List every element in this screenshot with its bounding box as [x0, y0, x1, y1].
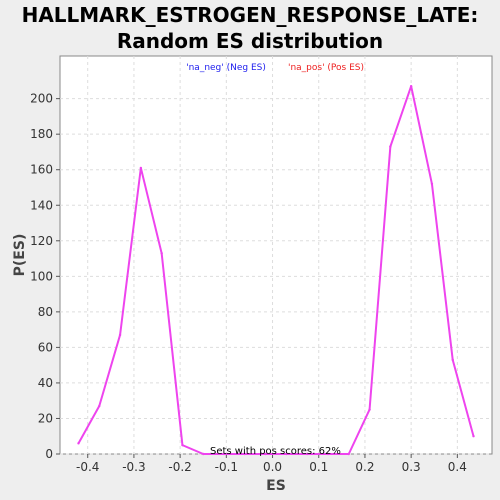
legend: 'na_neg' (Neg ES) 'na_pos' (Pos ES) [186, 63, 364, 73]
data-point [77, 442, 80, 445]
grid [60, 56, 492, 455]
x-tick-label: -0.4 [76, 460, 99, 474]
y-tick-label: 60 [38, 340, 53, 354]
y-tick-label: 160 [30, 163, 53, 177]
x-tick-label: 0.4 [448, 460, 467, 474]
x-axis-title: ES [266, 478, 286, 494]
legend-entry: 'na_pos' (Pos ES) [288, 63, 364, 73]
y-tick-label: 100 [30, 269, 53, 283]
es-distribution-line [77, 85, 475, 455]
x-tick-label: 0.2 [355, 460, 374, 474]
y-tick-label: 120 [30, 234, 53, 248]
data-point [347, 452, 350, 456]
y-axis-title: P(ES) [12, 234, 28, 277]
x-tick-label: -0.1 [215, 460, 238, 474]
series [77, 85, 475, 456]
y-tick-label: 140 [30, 198, 53, 212]
chart-title-line2: Random ES distribution [116, 29, 384, 53]
data-point [98, 404, 101, 408]
data-point [430, 182, 434, 186]
data-point [409, 85, 413, 88]
data-point [285, 452, 288, 456]
data-point [243, 452, 247, 456]
data-point [202, 452, 205, 456]
data-point [326, 452, 330, 456]
x-tick-label: 0.3 [402, 460, 421, 474]
y-tick-label: 40 [38, 376, 53, 390]
x-tick-label: 0.1 [309, 460, 328, 474]
x-tick-label: -0.2 [168, 460, 191, 474]
y-tick-label: 0 [45, 447, 53, 461]
data-point [368, 408, 371, 411]
legend-entry: 'na_neg' (Neg ES) [186, 63, 266, 73]
x-tick-label: 0.0 [263, 460, 282, 474]
data-point [181, 443, 184, 447]
data-point [264, 452, 267, 456]
y-tick-label: 80 [38, 305, 53, 319]
chart-title: HALLMARK_ESTROGEN_RESPONSE_LATE: Random … [0, 2, 500, 54]
x-tick-label: -0.3 [122, 460, 145, 474]
y-tick-label: 20 [38, 411, 53, 425]
data-point [389, 145, 392, 148]
y-tick-label: 180 [30, 127, 53, 141]
data-point [160, 252, 163, 255]
plot-area [59, 55, 493, 455]
data-point [472, 435, 475, 438]
annotation-pos-scores: Sets with pos scores: 62% [210, 446, 341, 457]
data-point [118, 333, 122, 337]
data-point [305, 452, 309, 456]
data-point [451, 358, 454, 362]
y-tick-label: 200 [30, 92, 53, 106]
data-point [139, 166, 143, 170]
data-point [222, 452, 226, 456]
axes: -0.4 -0.3 -0.2 -0.1 0.0 0.1 0.2 0.3 0.4 0 20 40 60 80… [30, 92, 467, 474]
chart-title-line1: HALLMARK_ESTROGEN_RESPONSE_LATE: [21, 3, 479, 27]
